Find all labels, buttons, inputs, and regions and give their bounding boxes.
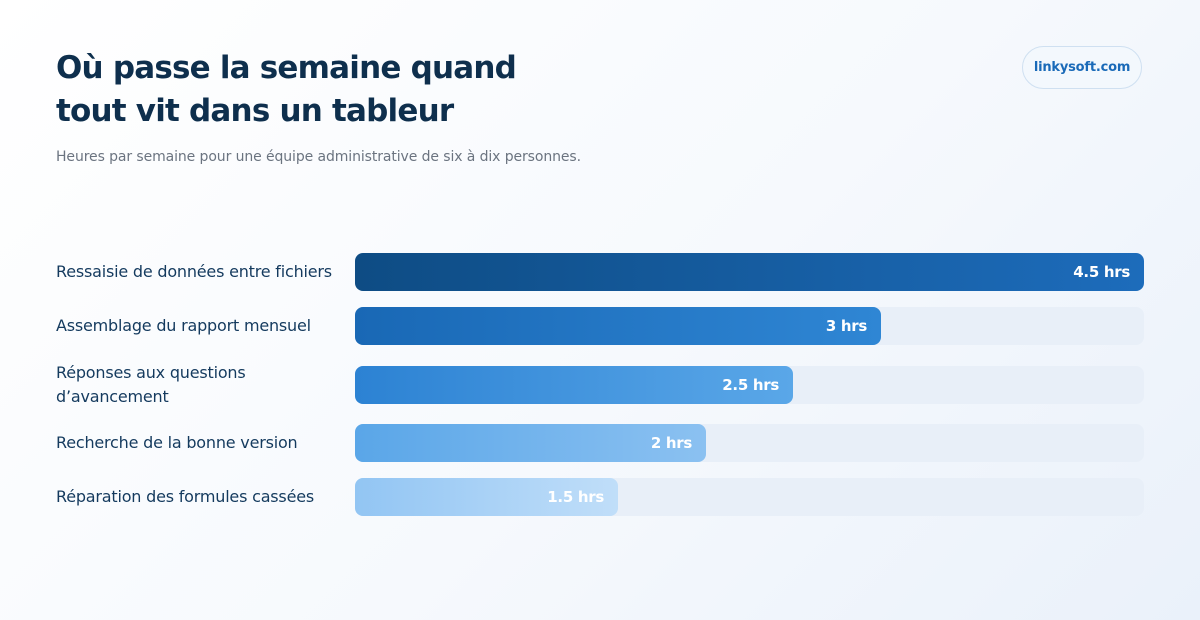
bar-value-label: 2 hrs [650, 434, 692, 452]
bar: 3 hrs [355, 307, 881, 345]
bar-track: 2 hrs [355, 424, 1144, 462]
bar: 1.5 hrs [355, 478, 618, 516]
bar-track: 2.5 hrs [355, 366, 1144, 404]
chart-subtitle: Heures par semaine pour une équipe admin… [56, 149, 581, 165]
chart-title-line-1: Où passe la semaine quand [56, 50, 517, 86]
brand-link[interactable]: linkysoft.com [1022, 46, 1142, 89]
category-label: Réparation des formules cassées [56, 487, 314, 506]
category-label: Réponses aux questions d’avancement [56, 363, 246, 406]
bar-track: 1.5 hrs [355, 478, 1144, 516]
chart-title: Où passe la semaine quand tout vit dans … [56, 47, 616, 133]
bar: 2.5 hrs [355, 366, 793, 404]
chart-title-line-2: tout vit dans un tableur [56, 93, 454, 129]
bar-track: 3 hrs [355, 307, 1144, 345]
bar-value-label: 1.5 hrs [547, 488, 604, 506]
bar-value-label: 3 hrs [825, 317, 867, 335]
bar-value-label: 4.5 hrs [1073, 263, 1130, 281]
category-label: Assemblage du rapport mensuel [56, 316, 311, 335]
bar-track: 4.5 hrs [355, 253, 1144, 291]
category-label: Ressaisie de données entre fichiers [56, 262, 332, 281]
bar: 4.5 hrs [355, 253, 1144, 291]
category-label: Recherche de la bonne version [56, 433, 298, 452]
bar: 2 hrs [355, 424, 706, 462]
bar-value-label: 2.5 hrs [722, 376, 779, 394]
